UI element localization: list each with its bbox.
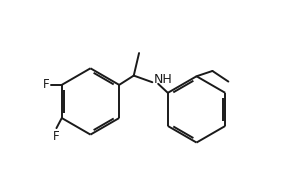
Text: F: F xyxy=(53,130,59,143)
Text: F: F xyxy=(42,78,49,91)
Text: NH: NH xyxy=(154,73,172,86)
